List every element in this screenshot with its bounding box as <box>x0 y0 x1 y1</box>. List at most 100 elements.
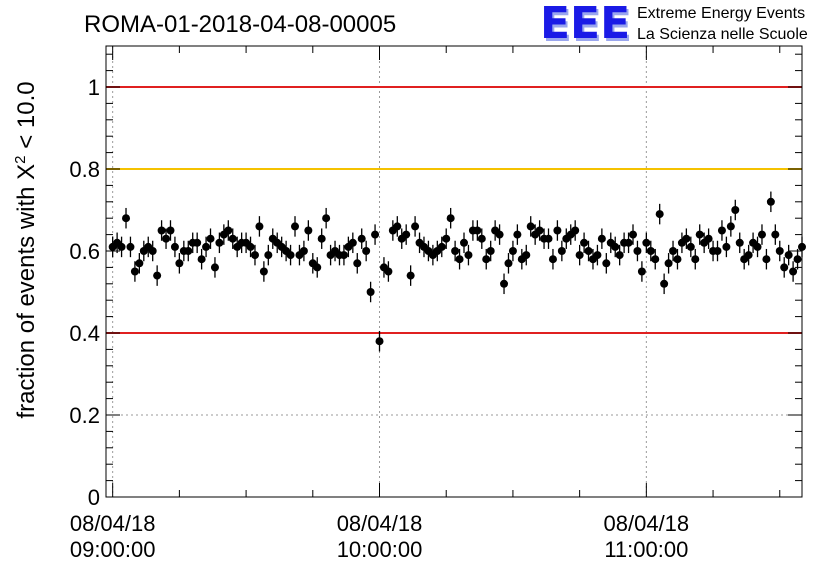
data-point <box>664 259 673 268</box>
data-point <box>286 251 295 260</box>
data-point <box>371 230 380 239</box>
data-point <box>593 251 602 260</box>
y-tick-label: 1 <box>88 75 100 100</box>
data-point <box>722 242 731 251</box>
data-point <box>339 251 348 260</box>
y-tick-label: 0.8 <box>69 157 100 182</box>
data-point <box>122 214 131 223</box>
data-point <box>584 247 593 255</box>
y-axis-title-sup: 2 <box>12 155 29 163</box>
data-point <box>175 259 184 268</box>
data-point <box>611 242 620 251</box>
eee-logo-line2: La Scienza nelle Scuole <box>637 26 808 43</box>
data-point <box>313 263 322 272</box>
data-point <box>571 226 580 235</box>
data-point <box>460 238 469 247</box>
data-point <box>393 222 402 231</box>
data-point <box>486 247 495 255</box>
data-point <box>695 230 704 239</box>
axis-ticks <box>106 46 802 498</box>
data-point <box>250 251 259 260</box>
data-point <box>246 242 255 251</box>
data-point <box>126 242 135 251</box>
grid <box>106 46 802 497</box>
data-point <box>259 267 268 276</box>
data-point <box>548 255 557 264</box>
data-point <box>633 247 642 255</box>
axis-tick-labels: 00.20.40.60.8108/04/1809:00:0008/04/1810… <box>69 75 689 562</box>
data-point <box>771 230 780 239</box>
data-point <box>717 226 726 235</box>
data-point <box>255 222 264 231</box>
data-point <box>184 247 193 255</box>
y-tick-label: 0.6 <box>69 239 100 264</box>
x-tick-time-label: 09:00:00 <box>70 537 156 562</box>
data-point <box>495 230 504 239</box>
y-axis-title-main: fraction of events with X <box>13 164 40 419</box>
data-point <box>753 242 762 251</box>
data-point <box>193 238 202 247</box>
data-point <box>673 255 682 264</box>
data-point <box>464 251 473 260</box>
data-point <box>362 247 371 255</box>
y-axis-title-tail: < 10.0 <box>13 81 40 155</box>
data-point <box>575 251 584 260</box>
data-point <box>504 259 513 268</box>
data-point <box>526 222 535 231</box>
data-point <box>597 234 606 243</box>
data-point <box>210 263 219 272</box>
data-point <box>135 259 144 268</box>
data-point <box>366 288 375 296</box>
x-tick-date-label: 08/04/18 <box>70 511 156 536</box>
data-point <box>166 226 175 235</box>
data-point <box>202 242 211 251</box>
data-point <box>402 230 411 239</box>
x-tick-date-label: 08/04/18 <box>337 511 423 536</box>
data-point <box>557 247 566 255</box>
data-point <box>615 251 624 260</box>
data-point <box>580 238 589 247</box>
data-point <box>317 234 326 243</box>
y-tick-label: 0.4 <box>69 321 100 346</box>
data-point <box>353 259 362 268</box>
data-point <box>348 238 357 247</box>
data-point <box>793 255 802 264</box>
data-point <box>170 242 179 251</box>
data-point <box>224 226 233 235</box>
eee-logo: EEE EEE Extreme Energy Events La Scienza… <box>540 0 808 52</box>
data-point <box>482 255 491 264</box>
eee-logo-shadow: EEE <box>542 1 632 52</box>
data-point <box>553 226 562 235</box>
data-point <box>411 222 420 231</box>
data-point <box>704 234 713 243</box>
data-point <box>228 234 237 243</box>
data-points <box>108 191 806 352</box>
data-point <box>291 222 300 231</box>
data-point <box>322 214 331 223</box>
data-point <box>535 226 544 235</box>
data-point <box>682 234 691 243</box>
data-point <box>686 242 695 251</box>
data-point <box>157 226 166 235</box>
data-point <box>691 255 700 264</box>
data-point <box>446 214 455 223</box>
plot-frame <box>105 45 803 498</box>
y-tick-label: 0.2 <box>69 403 100 428</box>
data-point <box>206 234 215 243</box>
data-point <box>455 255 464 264</box>
data-point <box>744 251 753 260</box>
eee-logo-line1: Extreme Energy Events <box>637 5 805 22</box>
data-point <box>637 267 646 276</box>
data-point <box>522 251 531 260</box>
data-point <box>731 206 740 214</box>
data-point <box>451 247 460 255</box>
data-point <box>726 222 735 231</box>
x-tick-time-label: 10:00:00 <box>337 537 423 562</box>
data-point <box>651 255 660 264</box>
data-point <box>162 234 171 243</box>
data-point <box>437 242 446 251</box>
data-point <box>384 267 393 276</box>
data-point <box>544 234 553 243</box>
data-point <box>148 247 157 255</box>
